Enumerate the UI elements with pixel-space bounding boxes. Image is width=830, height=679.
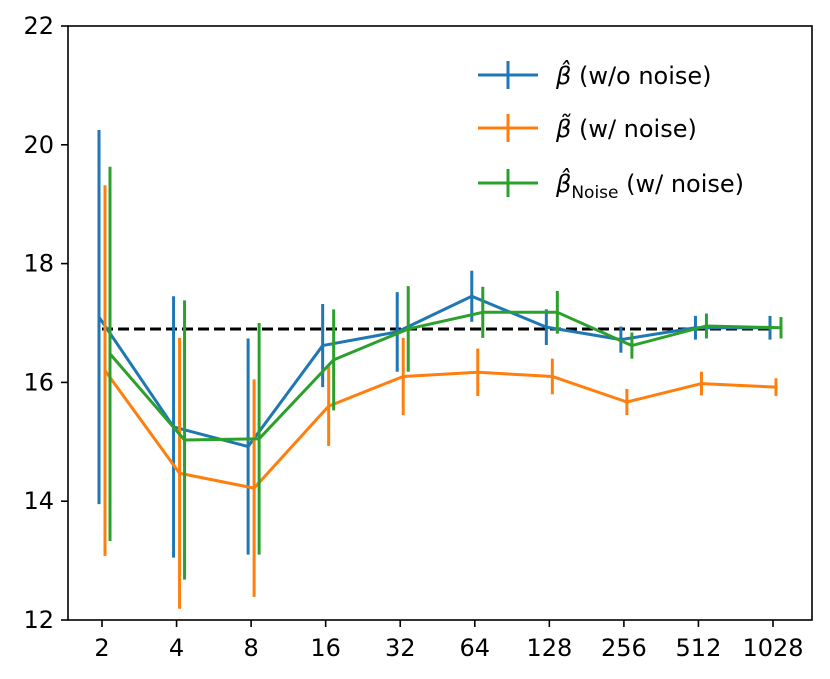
series-2 [108,166,783,580]
x-tick-label: 256 [601,634,647,662]
legend-suffix: (w/ noise) [619,170,745,198]
plot-frame [67,25,813,621]
legend-label: β̃ (w/ noise) [555,113,697,143]
y-tick-label: 12 [23,606,54,634]
x-tick-label: 128 [526,634,572,662]
x-tick-label: 16 [310,634,341,662]
x-tick-label: 1028 [742,634,803,662]
x-tick-label: 2 [94,634,109,662]
x-tick-label: 8 [243,634,258,662]
legend: β̂ (w/o noise)β̃ (w/ noise)β̂Noise (w/ n… [478,60,744,203]
legend-symbol: β̂ [555,60,571,90]
y-tick-label: 16 [23,368,54,396]
legend-symbol: β̃ [555,113,571,143]
y-tick-label: 14 [23,487,54,515]
x-tick-label: 512 [676,634,722,662]
legend-label: β̂Noise (w/ noise) [555,168,744,203]
legend-suffix: (w/o noise) [571,62,711,90]
series-line [108,310,782,442]
y-tick-label: 22 [23,12,54,40]
legend-label: β̂ (w/o noise) [555,60,712,90]
legend-subscript: Noise [571,183,618,203]
x-tick-label: 32 [385,634,416,662]
x-tick-label: 4 [169,634,184,662]
series-line [97,294,770,449]
plot-layer [97,129,783,609]
legend-entry-1: β̃ (w/ noise) [478,113,697,143]
legend-entry-0: β̂ (w/o noise) [478,60,712,90]
series-1 [103,185,778,609]
legend-suffix: (w/ noise) [571,115,697,143]
y-tick-label: 20 [23,131,54,159]
y-tick-label: 18 [23,250,54,278]
legend-entry-2: β̂Noise (w/ noise) [478,168,744,203]
legend-symbol: β̂ [555,168,571,198]
x-tick-label: 64 [460,634,491,662]
series-line [103,369,777,490]
